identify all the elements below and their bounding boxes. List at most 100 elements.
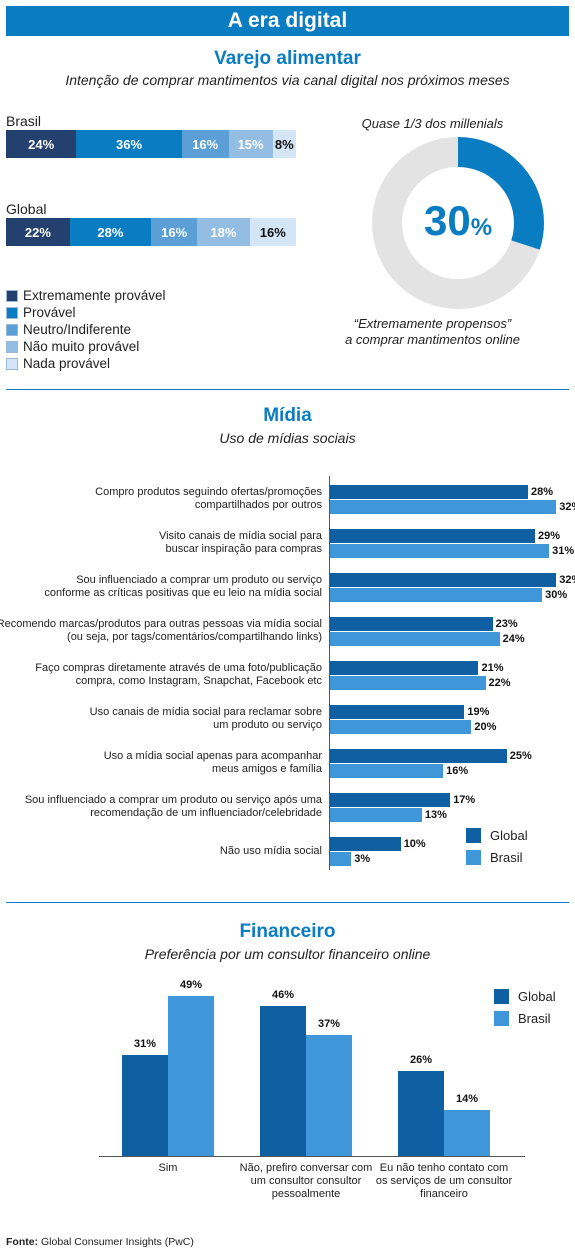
bar-global xyxy=(330,793,451,807)
stacked-segment-value-label: 16% xyxy=(161,224,188,240)
legend-swatch xyxy=(6,289,18,302)
legend-label: Extremamente provável xyxy=(23,288,166,303)
bar-global xyxy=(398,1070,444,1156)
bar-value-label: 24% xyxy=(502,633,525,645)
bar-value-label: 26% xyxy=(409,1053,433,1066)
stacked-bar-segment: 8% xyxy=(272,130,296,158)
legend-label: Nada provável xyxy=(23,356,111,371)
category-label-line: Uso canais de mídia social para reclamar… xyxy=(89,706,322,718)
social-media-category-label: Sou influenciado a comprar um produto ou… xyxy=(25,794,322,820)
source-text: Global Consumer Insights (PwC) xyxy=(41,1236,194,1248)
legend-item-brasil: Brasil xyxy=(494,1011,551,1026)
social-media-category-label: Uso a mídia social apenas para acompanha… xyxy=(104,750,322,776)
donut-caption-line-1: “Extremamente propensos” xyxy=(353,316,512,331)
social-media-category-label: Não uso mídia social xyxy=(220,845,322,858)
bar-global xyxy=(122,1054,168,1156)
stacked-bar-segment: 16% xyxy=(249,218,296,246)
category-label-line: conforme as críticas positivas que eu le… xyxy=(44,587,322,599)
category-label-line: os serviços de um consultor xyxy=(375,1175,513,1187)
page-banner-title: A era digital xyxy=(6,6,569,36)
bar-global xyxy=(330,837,401,851)
stacked-bar-segment: 16% xyxy=(181,130,229,158)
donut-top-label: Quase 1/3 dos millenials xyxy=(361,116,504,131)
bar-value-label: 3% xyxy=(354,853,371,865)
stacked-bar-segment: 36% xyxy=(76,130,182,158)
stacked-legend-item: Provável xyxy=(6,304,166,321)
category-label-line: meus amigos e família xyxy=(211,763,322,775)
legend-swatch xyxy=(494,989,509,1004)
bar-value-label: 31% xyxy=(133,1037,157,1050)
stacked-segment-value-label: 18% xyxy=(210,224,237,240)
finance-category-label: Sim xyxy=(93,1162,243,1175)
category-label-line: financeiro xyxy=(420,1188,468,1200)
bar-value-label: 49% xyxy=(179,978,203,991)
category-label-line: Compro produtos seguindo ofertas/promoçõ… xyxy=(95,486,322,498)
bar-value-label: 10% xyxy=(403,838,426,850)
bar-value-label: 17% xyxy=(453,794,476,806)
stacked-bar-row: 22% 28% 16% 18% 16% xyxy=(6,218,296,246)
stacked-legend-item: Não muito provável xyxy=(6,338,166,355)
bar-value-label: 31% xyxy=(552,545,575,557)
category-label-line: buscar inspiração para compras xyxy=(165,543,322,555)
bar-value-label: 30% xyxy=(545,589,568,601)
media-chart-axis xyxy=(329,476,330,870)
bar-value-label: 46% xyxy=(271,988,295,1001)
social-media-category-label: Sou influenciado a comprar um produto ou… xyxy=(44,574,322,600)
legend-label: Brasil xyxy=(518,1011,551,1026)
stacked-bar-segment: 18% xyxy=(197,218,250,246)
stacked-segment-value-label: 36% xyxy=(116,136,143,152)
bar-global xyxy=(330,749,507,763)
category-label-line: Sou influenciado a comprar um produto ou… xyxy=(24,794,322,806)
donut-value-number: 30 xyxy=(423,197,471,244)
bar-value-label: 16% xyxy=(446,765,469,777)
category-label-line: Sim xyxy=(158,1162,178,1174)
category-label-line: Eu não tenho contato com xyxy=(379,1162,509,1174)
bar-value-label: 20% xyxy=(474,721,497,733)
bar-value-label: 32% xyxy=(559,501,575,513)
social-media-category-label: Faço compras diretamente através de uma … xyxy=(35,662,322,688)
stacked-legend-item: Neutro/Indiferente xyxy=(6,321,166,338)
category-label-line: Recomendo marcas/produtos para outras pe… xyxy=(0,618,322,630)
legend-label: Brasil xyxy=(490,850,523,865)
category-label-line: compartilhados por outros xyxy=(194,499,322,511)
social-media-category-label: Recomendo marcas/produtos para outras pe… xyxy=(0,618,322,644)
legend-label: Provável xyxy=(23,305,76,320)
bar-value-label: 29% xyxy=(538,530,561,542)
bar-brasil xyxy=(330,720,472,734)
legend-swatch xyxy=(466,828,481,843)
category-label-line: (ou seja, por tags/comentários/compartil… xyxy=(67,631,322,643)
legend-swatch xyxy=(6,323,18,336)
finance-section-title: Financeiro xyxy=(239,921,336,942)
stacked-segment-value-label: 22% xyxy=(24,224,51,240)
millennials-donut-chart xyxy=(372,137,544,309)
bar-value-label: 22% xyxy=(488,677,511,689)
category-label-line: Faço compras diretamente através de uma … xyxy=(35,662,322,674)
bar-value-label: 13% xyxy=(424,809,447,821)
legend-label: Não muito provável xyxy=(23,339,140,354)
social-media-category-label: Visito canais de mídia social para buscar… xyxy=(159,530,322,556)
bar-global xyxy=(330,661,479,675)
legend-swatch xyxy=(6,357,18,370)
stacked-bar-segment: 28% xyxy=(69,218,151,246)
donut-caption-line-2: a comprar mantimentos online xyxy=(345,332,520,347)
source-note: Fonte: Global Consumer Insights (PwC) xyxy=(6,1236,194,1248)
legend-item-global: Global xyxy=(466,828,528,843)
bar-brasil xyxy=(330,808,422,822)
retail-section-subtitle: Intenção de comprar mantimentos via cana… xyxy=(65,72,510,88)
category-label-line: um consultor consultor xyxy=(250,1175,362,1187)
bar-brasil xyxy=(168,995,214,1156)
legend-label: Neutro/Indiferente xyxy=(23,322,132,337)
category-label-line: compra, como Instagram, Snapchat, Facebo… xyxy=(75,675,322,687)
social-media-category-label: Compro produtos seguindo ofertas/promoçõ… xyxy=(95,486,322,512)
retail-legend: Extremamente provável Provável Neutro/Indi… xyxy=(6,287,166,372)
section-divider-1 xyxy=(6,389,569,390)
donut-center-value: 30% xyxy=(365,197,551,245)
stacked-bar-segment: 22% xyxy=(6,218,70,246)
category-label-line: Uso a mídia social apenas para acompanha… xyxy=(103,750,322,762)
category-label-line: Não, prefiro conversar com xyxy=(239,1162,373,1174)
category-label-line: Visito canais de mídia social para xyxy=(158,530,322,542)
donut-highlight-arc xyxy=(372,137,544,309)
category-label-line: recomendação de um influenciador/celebri… xyxy=(90,807,322,819)
bar-value-label: 19% xyxy=(467,706,490,718)
bar-global xyxy=(330,529,536,543)
